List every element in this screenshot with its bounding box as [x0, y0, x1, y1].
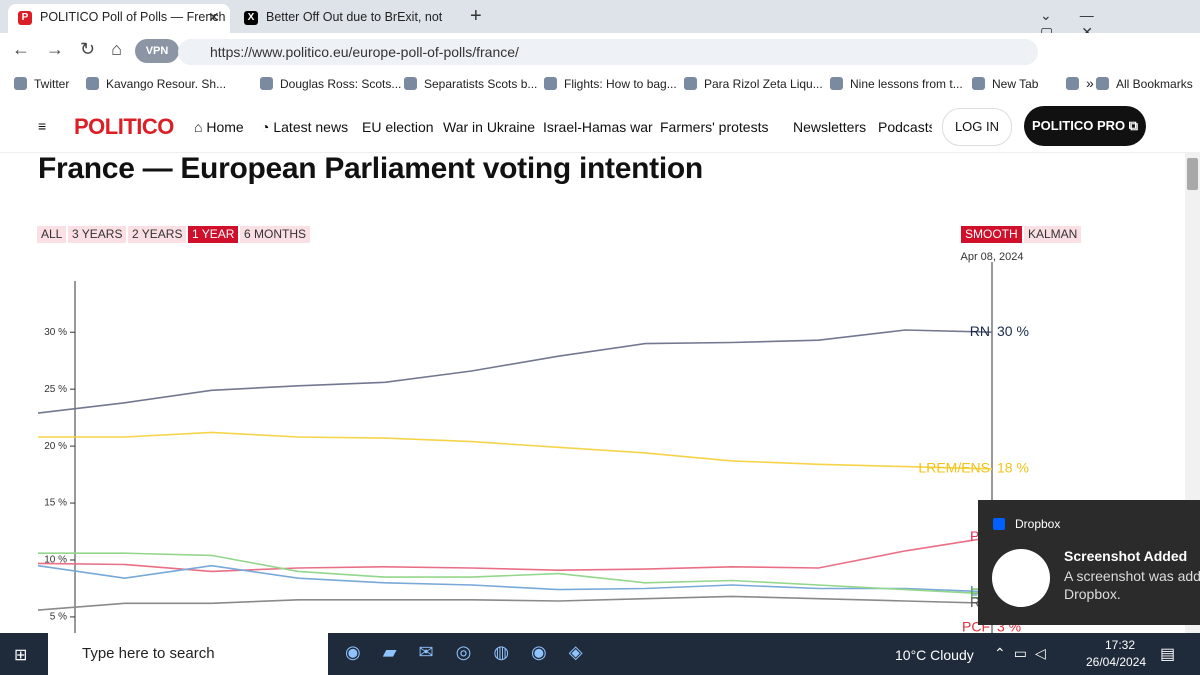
notifications-icon[interactable]: ▤	[1160, 646, 1176, 663]
clock[interactable]: 17:32 26/04/2024	[1086, 638, 1146, 669]
nav-label: EU election	[362, 119, 434, 135]
scrollbar-thumb[interactable]	[1187, 158, 1198, 190]
nav-label: Home	[206, 119, 244, 135]
bookmark[interactable]: All Bookmarks	[1096, 77, 1193, 91]
close-icon[interactable]: ✕	[208, 9, 220, 25]
overflow[interactable]: »	[1066, 75, 1094, 91]
tab-title: POLITICO Poll of Polls — French	[40, 10, 226, 24]
bookmark-label: Kavango Resour. Sh...	[106, 77, 227, 91]
address-bar[interactable]: https://www.politico.eu/europe-poll-of-p…	[178, 39, 1038, 65]
series-line	[37, 595, 993, 611]
range-button[interactable]: 2 YEARS	[128, 226, 187, 243]
nav-buttons[interactable]: ←→↻⌂	[12, 39, 138, 59]
search-box[interactable]: Type here to search	[48, 633, 328, 675]
series-line	[37, 564, 993, 593]
nav-link[interactable]: Farmers' protests	[660, 119, 768, 135]
range-button[interactable]: SMOOTH	[961, 226, 1022, 243]
date: 26/04/2024	[1086, 655, 1147, 669]
series-line	[38, 552, 993, 595]
bookmark-label: Para Rizol Zeta Liqu...	[704, 77, 823, 91]
app-name: Dropbox	[1015, 517, 1061, 531]
bookmark-label: Nine lessons from t...	[850, 77, 963, 91]
y-tick-label: 15 %	[44, 498, 67, 509]
nav-label: Latest news	[273, 119, 349, 135]
series-line	[37, 536, 993, 573]
bookmark[interactable]: Para Rizol Zeta Liqu...	[684, 77, 823, 91]
bookmarks-bar: Twitter Kavango Resour. Sh... Douglas Ro…	[0, 70, 1200, 98]
weather[interactable]: 10°C Cloudy	[895, 647, 974, 663]
chart-title: France — European Parliament voting inte…	[38, 152, 703, 185]
series-label: LREM/ENS	[918, 460, 990, 476]
range-button[interactable]: 6 MONTHS	[240, 226, 311, 243]
y-tick-label: 10 %	[44, 555, 67, 566]
nav-link[interactable]: Podcasts	[878, 119, 932, 135]
bookmark[interactable]: Flights: How to bag...	[544, 77, 677, 91]
new-tab[interactable]: +	[470, 5, 482, 27]
bookmark-label: Separatists Scots b...	[424, 77, 538, 91]
y-tick-label: 30 %	[44, 327, 67, 338]
tab[interactable]: P POLITICO Poll of Polls — French	[8, 4, 230, 33]
nav-label: Podcasts	[878, 119, 932, 135]
nav-label: Israel-Hamas war	[543, 119, 653, 135]
y-tick-label: 5 %	[50, 612, 67, 623]
bookmark[interactable]: Kavango Resour. Sh...	[86, 77, 226, 91]
login-button[interactable]: LOG IN	[942, 108, 1012, 146]
notification-text: Dropbox.	[1064, 586, 1121, 602]
series-line	[37, 329, 993, 414]
bookmark[interactable]: Separatists Scots b...	[404, 77, 537, 91]
menu-icon[interactable]: ≡	[38, 118, 47, 134]
tray-icons[interactable]: ⌃▭◁	[994, 645, 1054, 661]
bookmark-label: New Tab	[992, 77, 1039, 91]
bookmark[interactable]: New Tab	[972, 77, 1038, 91]
search-placeholder: Type here to search	[82, 645, 215, 662]
series-label: RN	[970, 323, 990, 339]
nav-label: Newsletters	[793, 119, 867, 135]
time: 17:32	[1104, 638, 1136, 652]
nav-link[interactable]: War in Ukraine	[443, 119, 535, 135]
value-label: 30 %	[997, 323, 1029, 339]
tab[interactable]: X Better Off Out due to BrExit, not	[234, 4, 452, 33]
y-tick-label: 25 %	[44, 384, 67, 395]
range-button[interactable]: 3 YEARS	[68, 226, 127, 243]
pro-label: POLITICO PRO	[1031, 118, 1126, 133]
series-label: L	[970, 583, 978, 599]
nav-link[interactable]: Israel-Hamas war	[543, 119, 653, 135]
notification[interactable]: Dropbox Screenshot Added A screenshot wa…	[978, 500, 1200, 625]
bookmark[interactable]: Douglas Ross: Scots...	[260, 77, 401, 91]
tab-title: Better Off Out due to BrExit, not	[266, 10, 443, 24]
nav-label: War in Ukraine	[443, 119, 536, 135]
notification-text: A screenshot was adde	[1064, 568, 1200, 584]
bookmark[interactable]: Twitter	[14, 77, 69, 91]
value-label: 18 %	[997, 460, 1029, 476]
bookmark[interactable]: Nine lessons from t...	[830, 77, 963, 91]
bookmark-label: Flights: How to bag...	[564, 77, 677, 91]
nav-link[interactable]: ⌂ Home	[194, 119, 244, 135]
app-icon	[993, 518, 1005, 530]
nav-link[interactable]: ◔ Latest news	[261, 119, 349, 135]
bookmark-label: All Bookmarks	[1116, 77, 1193, 91]
start-button[interactable]: ⊞	[14, 647, 28, 664]
nav-link[interactable]: EU election	[362, 119, 434, 135]
tab-bar: P POLITICO Poll of Polls — French ✕ X Bett…	[0, 0, 1200, 40]
range-button[interactable]: ALL	[37, 226, 67, 243]
pinned-apps[interactable]: ◉▰✉◎◍◉◈	[345, 642, 605, 662]
pro-button[interactable]: POLITICO PRO ⧉	[1024, 106, 1146, 146]
range-button[interactable]: KALMAN	[1024, 226, 1082, 243]
series-line	[38, 431, 993, 470]
bookmark-label: Douglas Ross: Scots...	[280, 77, 402, 91]
y-tick-label: 20 %	[44, 441, 67, 452]
logo[interactable]: POLITICO	[74, 114, 174, 139]
taskbar: ⊞ Type here to search ◉▰✉◎◍◉◈ 10°C Cloud…	[0, 633, 1200, 675]
app-logo	[992, 549, 1050, 607]
notification-title: Screenshot Added	[1064, 548, 1188, 564]
site-nav: ≡ POLITICO ⌂ Home ◔ Latest news EU elect…	[0, 100, 1185, 153]
url: https://www.politico.eu/europe-poll-of-p…	[210, 44, 519, 60]
nav-label: Farmers' protests	[660, 119, 769, 135]
date-marker-label: Apr 08, 2024	[961, 251, 1024, 263]
bookmark-label: Twitter	[34, 77, 70, 91]
range-button[interactable]: 1 YEAR	[188, 226, 239, 243]
nav-link[interactable]: Newsletters	[793, 119, 866, 135]
vpn-badge[interactable]: VPN	[135, 39, 179, 63]
